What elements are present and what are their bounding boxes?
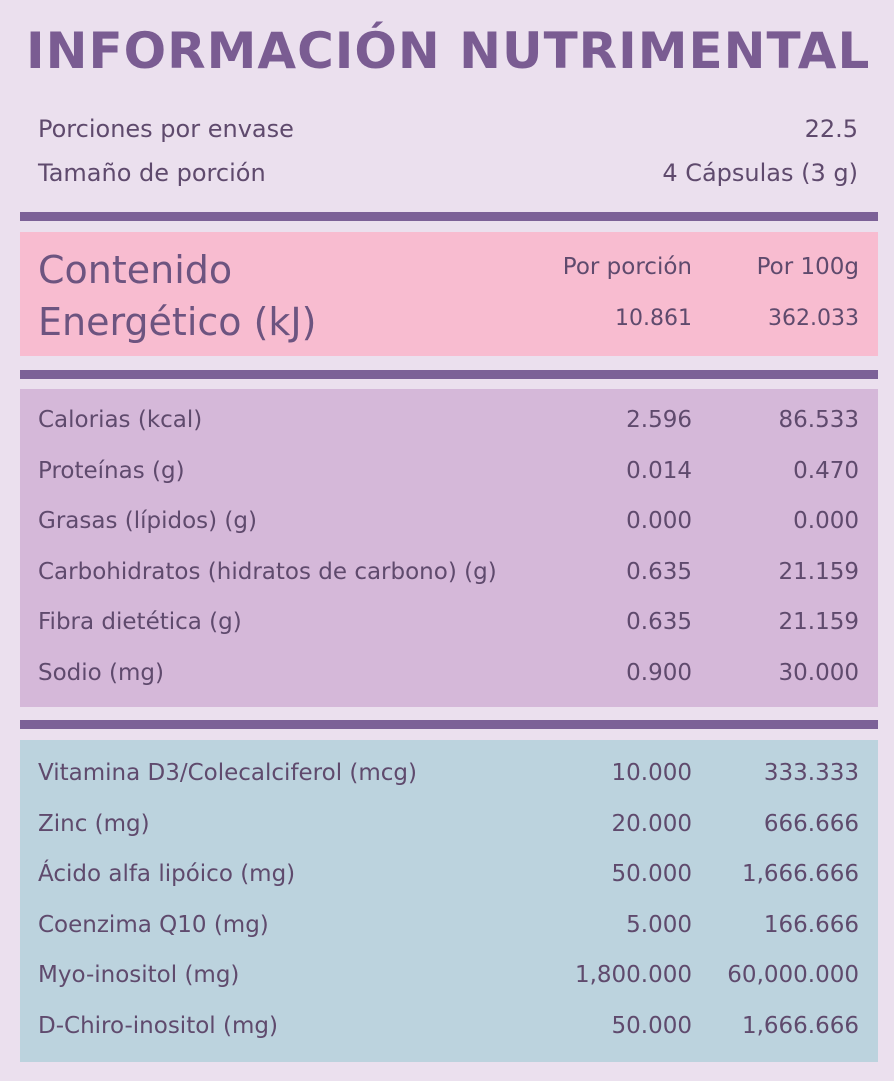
table-row: Myo-inositol (mg) 1,800.000 60,000.000 (20, 950, 878, 1000)
nutrient-name: Calorias (kcal) (38, 407, 203, 433)
nutrient-name: Vitamina D3/Colecalciferol (mcg) (38, 760, 418, 786)
per-100g-value: 21.159 (778, 609, 859, 635)
energy-section: Contenido Energético (kJ) Por porción Po… (20, 232, 878, 356)
per-serving-value: 10.000 (611, 760, 692, 786)
per-serving-value: 0.635 (626, 558, 692, 585)
column-header-per-serving: Por porción (562, 254, 692, 280)
per-100g-value: 21.159 (778, 558, 859, 585)
per-100g-value: 0.470 (793, 457, 859, 484)
per-100g-value: 1,666.666 (741, 1012, 859, 1039)
energy-label-line1: Contenido (38, 248, 233, 292)
per-serving-value: 1,800.000 (574, 962, 692, 988)
servings-per-container-value: 22.5 (804, 115, 858, 143)
divider (20, 370, 878, 379)
per-serving-value: 2.596 (626, 407, 692, 433)
per-100g-value: 333.333 (763, 760, 859, 786)
page-title: INFORMACIÓN NUTRIMENTAL (26, 22, 871, 80)
nutrient-name: Sodio (mg) (38, 659, 164, 686)
per-serving-value: 50.000 (611, 861, 692, 887)
servings-per-container-label: Porciones por envase (38, 115, 294, 143)
energy-label-line2: Energético (kJ) (38, 300, 317, 344)
nutrient-name: Myo-inositol (mg) (38, 962, 240, 988)
table-row: Fibra dietética (g) 0.635 21.159 (20, 597, 878, 647)
per-100g-value: 30.000 (778, 659, 859, 686)
per-serving-value: 20.000 (611, 810, 692, 837)
column-header-per-100g: Por 100g (756, 254, 859, 280)
energy-per-serving-value: 10.861 (615, 306, 692, 331)
table-row: Grasas (lípidos) (g) 0.000 0.000 (20, 496, 878, 546)
per-serving-value: 5.000 (626, 911, 692, 938)
nutrient-name: Ácido alfa lipóico (mg) (38, 861, 296, 887)
energy-label: Contenido Energético (kJ) (38, 244, 316, 348)
nutrient-name: Coenzima Q10 (mg) (38, 911, 269, 938)
table-row: Sodio (mg) 0.900 30.000 (20, 648, 878, 698)
divider (20, 720, 878, 729)
per-serving-value: 0.635 (626, 609, 692, 635)
serving-size-row: Tamaño de porción 4 Cápsulas (3 g) (38, 159, 858, 187)
nutrient-name: Carbohidratos (hidratos de carbono) (g) (38, 558, 497, 585)
nutrient-name: Fibra dietética (g) (38, 609, 242, 635)
per-serving-value: 0.000 (626, 508, 692, 534)
table-row: Carbohidratos (hidratos de carbono) (g) 0… (20, 547, 878, 597)
per-100g-value: 666.666 (763, 810, 859, 837)
per-100g-value: 166.666 (763, 911, 859, 938)
micronutrients-section: Vitamina D3/Colecalciferol (mcg) 10.000 33… (20, 740, 878, 1062)
table-row: Coenzima Q10 (mg) 5.000 166.666 (20, 900, 878, 950)
divider (20, 212, 878, 221)
macronutrients-section: Calorias (kcal) 2.596 86.533 Proteínas (g) 0… (20, 389, 878, 707)
table-row: D-Chiro-inositol (mg) 50.000 1,666.666 (20, 1001, 878, 1051)
per-serving-value: 0.014 (626, 457, 692, 484)
table-row: Calorias (kcal) 2.596 86.533 (20, 395, 878, 445)
table-row: Vitamina D3/Colecalciferol (mcg) 10.000 33… (20, 748, 878, 798)
per-serving-value: 0.900 (626, 659, 692, 686)
per-serving-value: 50.000 (611, 1012, 692, 1039)
table-row: Zinc (mg) 20.000 666.666 (20, 799, 878, 849)
serving-size-value: 4 Cápsulas (3 g) (662, 159, 858, 187)
servings-per-container-row: Porciones por envase 22.5 (38, 115, 858, 143)
nutrient-name: Grasas (lípidos) (g) (38, 508, 257, 534)
serving-size-label: Tamaño de porción (38, 159, 266, 187)
per-100g-value: 0.000 (793, 508, 859, 534)
nutrient-name: Proteínas (g) (38, 457, 185, 484)
table-row: Proteínas (g) 0.014 0.470 (20, 446, 878, 496)
per-100g-value: 60,000.000 (727, 962, 859, 988)
per-100g-value: 1,666.666 (741, 861, 859, 887)
energy-per-100g-value: 362.033 (768, 306, 859, 331)
table-row: Ácido alfa lipóico (mg) 50.000 1,666.666 (20, 849, 878, 899)
per-100g-value: 86.533 (778, 407, 859, 433)
nutrient-name: D-Chiro-inositol (mg) (38, 1012, 278, 1039)
nutrient-name: Zinc (mg) (38, 810, 150, 837)
